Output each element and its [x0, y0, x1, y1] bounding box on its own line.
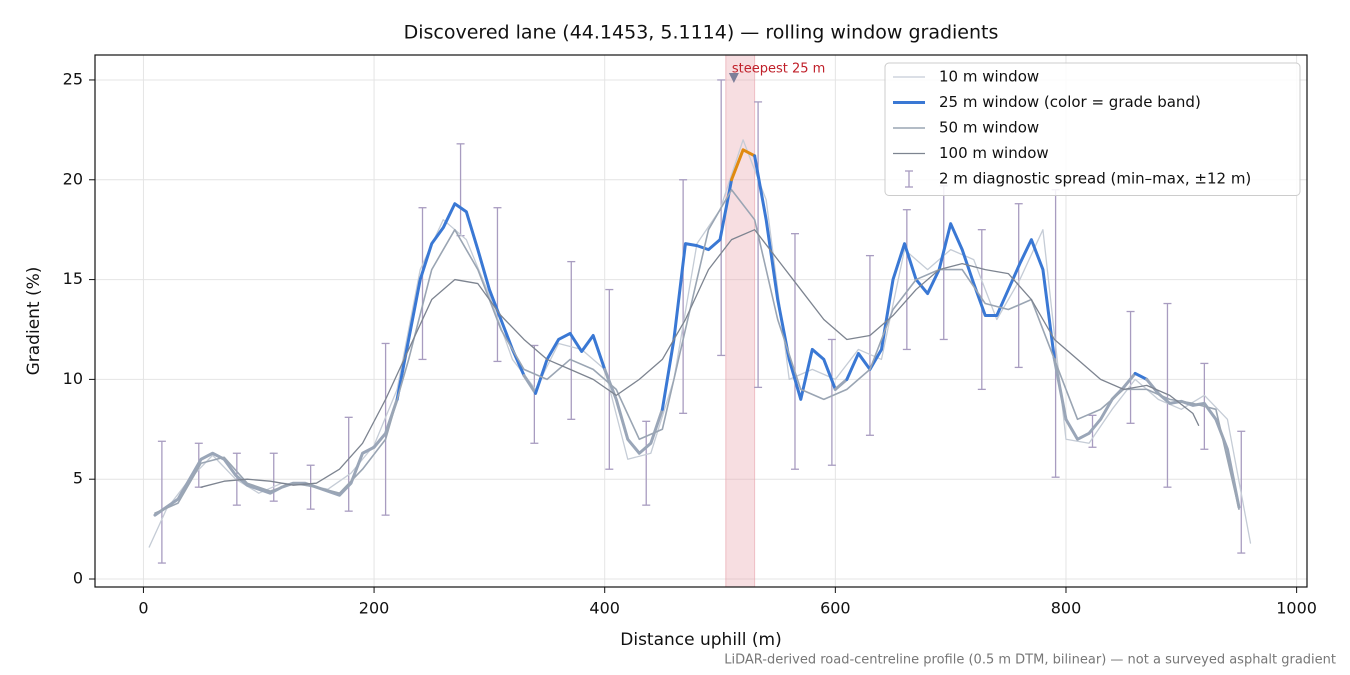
line [148, 139, 1252, 548]
error-bar [344, 416, 353, 512]
error-bar [418, 207, 427, 361]
y-axis-label: Gradient (%) [24, 267, 44, 376]
line [753, 154, 837, 401]
plot-frame [94, 54, 1308, 588]
line [395, 202, 526, 401]
error-bar [269, 452, 278, 502]
error-bar [1126, 310, 1135, 424]
line [1052, 357, 1137, 441]
error-bar [902, 209, 911, 351]
x-axis-label: Distance uphill (m) [620, 630, 781, 650]
error-bar [157, 440, 166, 564]
error-bar [865, 254, 874, 436]
highlight-span [725, 54, 756, 588]
line [153, 397, 399, 517]
x-tick-label: 600 [820, 599, 851, 618]
y-tick-label: 15 [63, 269, 83, 288]
line [522, 373, 538, 395]
legend-box [884, 62, 1301, 196]
line [154, 188, 1240, 514]
line [730, 148, 757, 182]
line [1133, 371, 1149, 381]
legend-label: 25 m window (color = grade band) [939, 93, 1201, 111]
error-bar [306, 464, 315, 510]
error-bar [827, 338, 836, 466]
error-bar [567, 260, 576, 420]
error-bar [1163, 302, 1172, 488]
error-bar [754, 101, 763, 389]
y-tick-label: 0 [73, 569, 83, 588]
error-bar [717, 79, 726, 357]
line [833, 377, 849, 391]
steepest-marker [728, 72, 739, 83]
error-bar [642, 420, 651, 506]
line [845, 222, 1056, 381]
x-tick-label: 0 [138, 599, 148, 618]
x-tick-label: 400 [589, 599, 620, 618]
legend-label: 100 m window [939, 144, 1049, 162]
y-tick-label: 20 [63, 169, 83, 188]
error-bar [790, 233, 799, 470]
legend-label: 50 m window [939, 119, 1039, 137]
line [200, 229, 1200, 488]
x-tick-label: 200 [359, 599, 390, 618]
error-bar [679, 179, 688, 414]
legend-label: 10 m window [939, 68, 1039, 86]
x-tick-label: 1000 [1276, 599, 1317, 618]
footnote: LiDAR-derived road-centreline profile (0… [724, 653, 1336, 668]
y-tick-label: 5 [73, 469, 83, 488]
error-bar [493, 207, 502, 363]
annotation-text: steepest 25 m [732, 61, 825, 76]
y-tick-label: 25 [63, 69, 83, 88]
legend-label: 2 m diagnostic spread (min–max, ±12 m) [939, 170, 1251, 188]
x-tick-label: 800 [1051, 599, 1082, 618]
y-tick-label: 10 [63, 369, 83, 388]
chart-title: Discovered lane (44.1453, 5.1114) — roll… [404, 22, 999, 44]
